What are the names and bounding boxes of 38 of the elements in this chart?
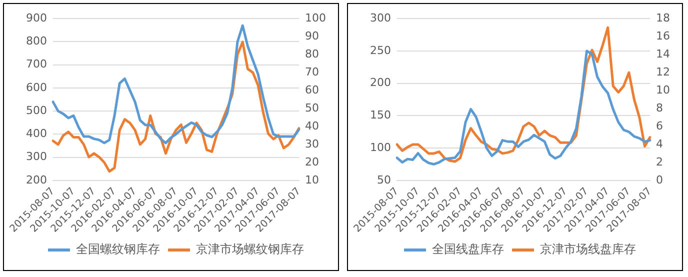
- y2-tick-label: 100: [305, 11, 326, 24]
- y2-tick-label: 30: [305, 137, 320, 150]
- y-tick-label: 100: [370, 140, 391, 154]
- legend-label: 京津市场线盘库存: [540, 242, 636, 256]
- y2-tick-label: 6: [656, 119, 664, 132]
- y2-tick-label: 90: [305, 29, 320, 42]
- y2-tick-label: 12: [656, 65, 670, 78]
- y2-tick-label: 70: [305, 65, 320, 78]
- y2-tick-label: 18: [656, 11, 670, 24]
- y-tick-label: 200: [26, 173, 47, 186]
- y-tick-label: 200: [370, 76, 391, 90]
- y2-tick-label: 60: [305, 83, 320, 96]
- legend-label: 京津市场螺纹钢库存: [196, 242, 304, 256]
- y-tick-label: 900: [26, 11, 47, 24]
- y2-tick-label: 10: [656, 83, 670, 96]
- y-tick-label: 300: [370, 11, 391, 24]
- y-tick-label: 300: [26, 150, 47, 164]
- y-tick-label: 800: [26, 34, 47, 48]
- y-tick-label: 700: [26, 58, 47, 71]
- y2-tick-label: 8: [656, 101, 664, 114]
- y2-tick-label: 16: [656, 29, 670, 42]
- y-tick-label: 250: [370, 44, 391, 57]
- y2-tick-label: 4: [656, 137, 664, 150]
- legend-label: 全国螺纹钢库存: [76, 242, 160, 256]
- y2-tick-label: 2: [656, 155, 664, 168]
- y2-tick-label: 20: [305, 155, 320, 168]
- y-tick-label: 600: [26, 80, 47, 94]
- y2-tick-label: 80: [305, 47, 320, 60]
- y2-tick-label: 10: [305, 173, 320, 186]
- y2-tick-label: 40: [305, 119, 320, 132]
- y-tick-label: 50: [376, 173, 391, 186]
- y2-tick-label: 14: [656, 47, 670, 60]
- y2-tick-label: 0: [656, 173, 664, 186]
- legend-label: 全国线盘库存: [432, 242, 504, 256]
- y2-tick-label: 50: [305, 101, 320, 114]
- y-tick-label: 400: [26, 127, 47, 140]
- y-tick-label: 500: [26, 104, 47, 117]
- y-tick-label: 150: [370, 108, 391, 122]
